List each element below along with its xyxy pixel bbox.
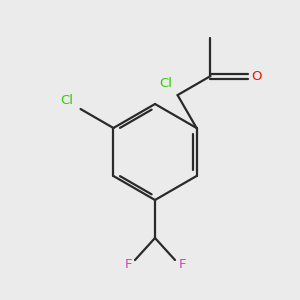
Text: F: F xyxy=(124,259,132,272)
Text: O: O xyxy=(251,70,262,83)
Text: Cl: Cl xyxy=(60,94,73,107)
Text: Cl: Cl xyxy=(159,76,172,90)
Text: F: F xyxy=(178,259,186,272)
